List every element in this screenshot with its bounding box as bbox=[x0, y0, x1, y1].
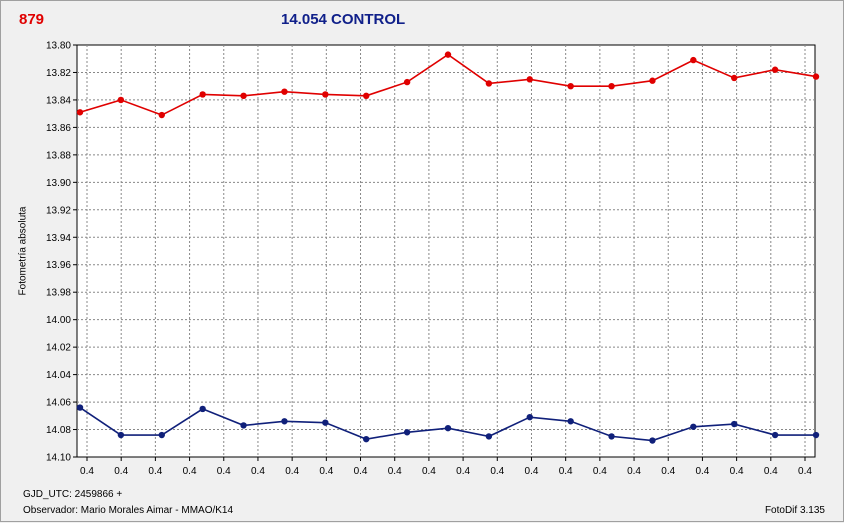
data-point-1 bbox=[649, 437, 656, 444]
y-tick-label: 13.80 bbox=[46, 41, 71, 52]
data-point-0 bbox=[526, 76, 533, 83]
y-tick-label: 13.86 bbox=[46, 123, 71, 134]
y-tick-label: 14.02 bbox=[46, 343, 71, 354]
gjd-label: GJD_UTC: 2459866 + bbox=[23, 489, 123, 500]
data-point-1 bbox=[690, 423, 697, 430]
x-tick-label: 0.4 bbox=[593, 466, 607, 477]
data-point-1 bbox=[363, 435, 370, 443]
software-version: FotoDif 3.135 bbox=[764, 505, 825, 516]
data-point-1 bbox=[322, 419, 329, 426]
y-tick-label: 13.96 bbox=[46, 260, 71, 271]
object-id-label: 879 bbox=[19, 11, 45, 28]
data-point-0 bbox=[812, 73, 820, 80]
y-tick-label: 13.92 bbox=[46, 205, 71, 216]
y-tick-label: 14.08 bbox=[46, 425, 71, 436]
data-point-0 bbox=[608, 83, 615, 90]
data-point-0 bbox=[117, 96, 125, 104]
x-tick-label: 0.4 bbox=[798, 466, 812, 477]
data-point-0 bbox=[363, 92, 370, 100]
data-point-0 bbox=[281, 88, 288, 95]
data-point-0 bbox=[731, 74, 738, 82]
data-point-0 bbox=[158, 111, 165, 119]
plot-background bbox=[76, 44, 816, 458]
data-point-0 bbox=[567, 83, 574, 90]
data-point-1 bbox=[158, 431, 165, 439]
x-tick-label: 0.4 bbox=[559, 466, 573, 477]
x-tick-label: 0.4 bbox=[354, 466, 368, 477]
x-tick-label: 0.4 bbox=[319, 466, 333, 477]
data-point-0 bbox=[199, 91, 206, 98]
y-tick-label: 13.94 bbox=[46, 233, 71, 244]
x-tick-label: 0.4 bbox=[251, 466, 265, 477]
data-point-1 bbox=[731, 420, 738, 428]
data-point-0 bbox=[76, 109, 84, 116]
data-point-1 bbox=[403, 429, 411, 436]
data-point-0 bbox=[485, 80, 493, 87]
y-tick-label: 13.88 bbox=[46, 150, 71, 161]
x-tick-label: 0.4 bbox=[148, 466, 162, 477]
y-tick-label: 14.04 bbox=[46, 370, 71, 381]
data-point-1 bbox=[608, 433, 615, 440]
data-point-1 bbox=[567, 418, 574, 425]
y-tick-label: 13.82 bbox=[46, 68, 71, 79]
observer-label: Observador: Mario Morales Aimar - MMAO/K… bbox=[23, 505, 234, 516]
y-tick-label: 14.06 bbox=[46, 398, 71, 409]
x-tick-label: 0.4 bbox=[764, 466, 778, 477]
data-point-0 bbox=[771, 66, 779, 73]
data-point-1 bbox=[281, 418, 288, 425]
data-point-1 bbox=[485, 433, 493, 440]
x-tick-label: 0.4 bbox=[217, 466, 231, 477]
x-tick-label: 0.4 bbox=[285, 466, 299, 477]
data-point-0 bbox=[322, 91, 329, 98]
chart-title: 14.054 CONTROL bbox=[281, 11, 406, 28]
y-tick-label: 13.98 bbox=[46, 288, 71, 299]
x-tick-label: 0.4 bbox=[730, 466, 744, 477]
data-point-1 bbox=[76, 404, 84, 411]
data-point-0 bbox=[240, 92, 247, 100]
x-tick-label: 0.4 bbox=[525, 466, 539, 477]
x-tick-label: 0.4 bbox=[80, 466, 94, 477]
y-tick-label: 13.84 bbox=[46, 95, 71, 106]
x-tick-label: 0.4 bbox=[490, 466, 504, 477]
x-tick-label: 0.4 bbox=[661, 466, 675, 477]
data-point-1 bbox=[199, 405, 206, 413]
data-point-0 bbox=[444, 51, 452, 58]
data-point-1 bbox=[117, 431, 125, 439]
x-tick-label: 0.4 bbox=[422, 466, 436, 477]
data-point-1 bbox=[444, 424, 452, 432]
x-tick-label: 0.4 bbox=[627, 466, 641, 477]
data-point-1 bbox=[526, 413, 533, 421]
data-point-0 bbox=[649, 77, 656, 84]
data-point-0 bbox=[690, 56, 697, 64]
data-point-1 bbox=[812, 431, 820, 439]
x-tick-label: 0.4 bbox=[695, 466, 709, 477]
data-point-0 bbox=[403, 78, 411, 86]
x-tick-label: 0.4 bbox=[456, 466, 470, 477]
y-tick-label: 14.00 bbox=[46, 315, 71, 326]
data-point-1 bbox=[240, 422, 247, 429]
x-tick-label: 0.4 bbox=[388, 466, 402, 477]
y-tick-label: 14.10 bbox=[46, 453, 71, 464]
y-tick-label: 13.90 bbox=[46, 178, 71, 189]
x-tick-label: 0.4 bbox=[183, 466, 197, 477]
data-point-1 bbox=[771, 431, 779, 439]
x-tick-label: 0.4 bbox=[114, 466, 128, 477]
